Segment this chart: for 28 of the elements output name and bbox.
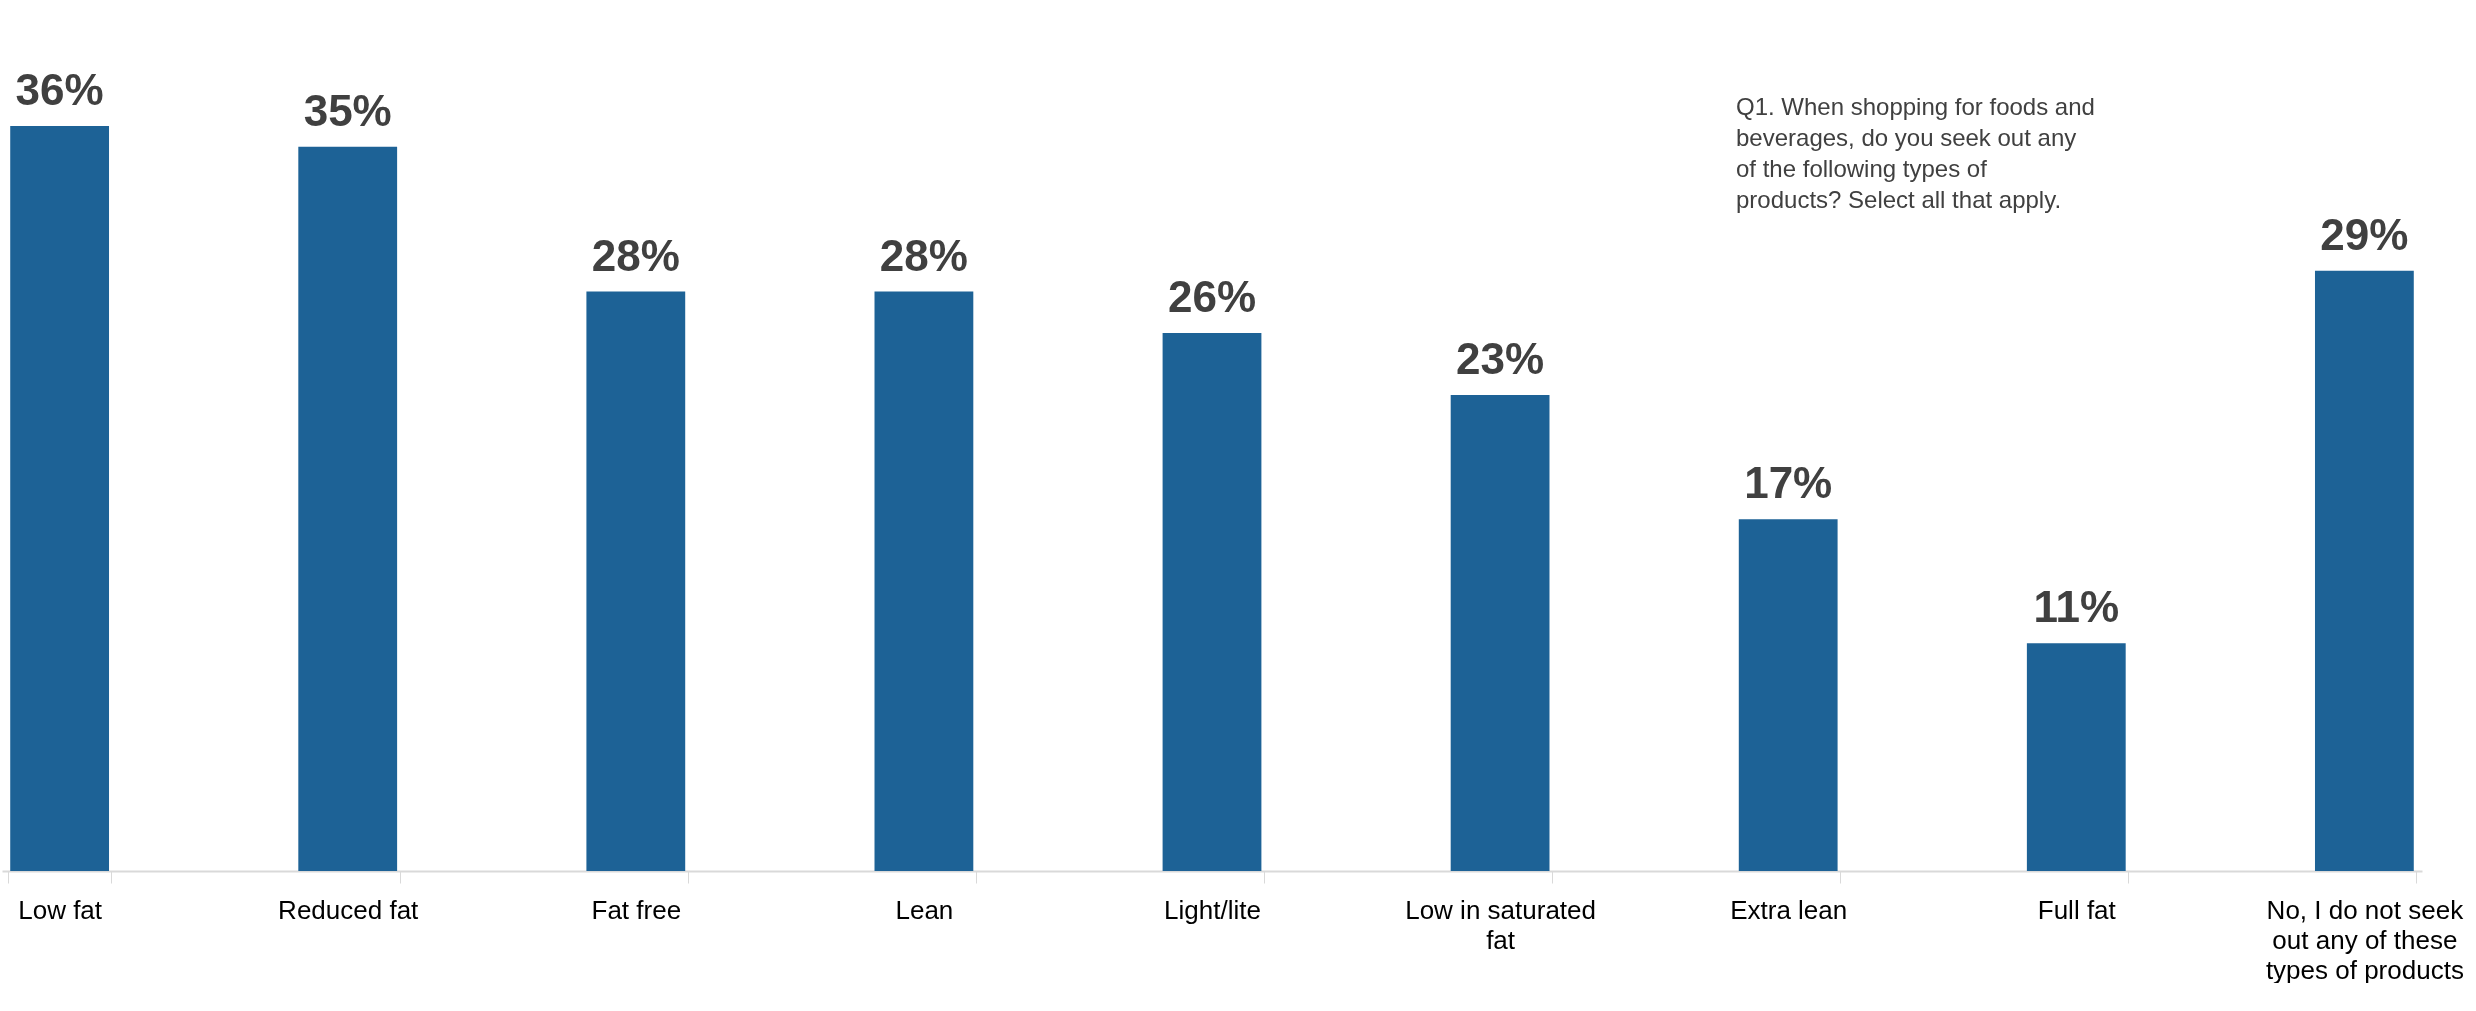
bar bbox=[2026, 643, 2126, 871]
bar bbox=[298, 146, 398, 871]
x-tick-label: Full fat bbox=[2037, 894, 2117, 925]
data-label: 23% bbox=[1456, 334, 1545, 384]
x-tick-label: Low fat bbox=[18, 894, 103, 925]
bar bbox=[2314, 270, 2414, 871]
bar bbox=[586, 291, 686, 871]
data-label: 36% bbox=[15, 65, 104, 114]
x-tick-label: Extra lean bbox=[1730, 894, 1848, 925]
annotation: Q1. When shopping for foods and beverages, do you seek out any of the following types of products? Select all that apply. bbox=[1736, 93, 2095, 213]
x-tick-label: Light/lite bbox=[1164, 894, 1261, 925]
data-label: 35% bbox=[303, 85, 392, 135]
data-label: 28% bbox=[591, 230, 680, 280]
data-label: 26% bbox=[1167, 271, 1257, 321]
x-tick-label: No, I do not seek out any of these types of products bbox=[2265, 894, 2465, 985]
data-label: 29% bbox=[2320, 209, 2409, 259]
data-label: 11% bbox=[2033, 582, 2120, 632]
x-tick-label: Low in saturated fat bbox=[1405, 894, 1596, 955]
x-tick-label: Fat free bbox=[591, 894, 682, 925]
x-tick-label: Lean bbox=[895, 894, 954, 925]
bar bbox=[874, 291, 974, 871]
x-tick-label: Reduced fat bbox=[278, 894, 420, 925]
data-label: 17% bbox=[1744, 458, 1833, 508]
bar bbox=[10, 126, 110, 871]
bar bbox=[1450, 395, 1550, 871]
data-label: 28% bbox=[879, 230, 968, 280]
bar bbox=[1738, 519, 1838, 871]
bar bbox=[1162, 332, 1262, 871]
